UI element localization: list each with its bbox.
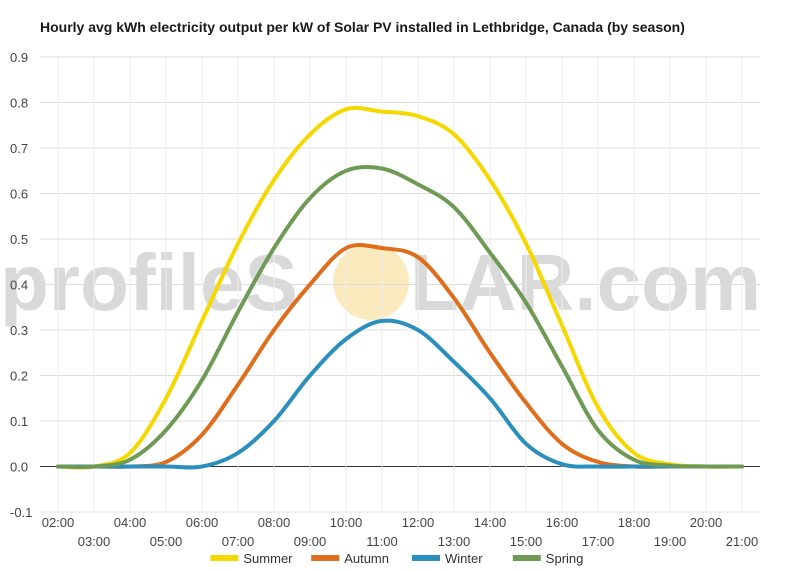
x-tick-label: 20:00 [690, 515, 723, 530]
x-tick-label: 06:00 [186, 515, 219, 530]
x-tick-label: 05:00 [150, 534, 183, 549]
legend-label: Summer [243, 551, 293, 566]
legend-swatch [412, 555, 440, 561]
legend-swatch [512, 555, 541, 561]
x-tick-label: 10:00 [330, 515, 363, 530]
y-tick-label: 0.9 [10, 50, 28, 65]
y-tick-label: 0.3 [10, 323, 28, 338]
series-line-summer [56, 105, 744, 470]
x-tick-label: 19:00 [654, 534, 687, 549]
x-tick-label: 11:00 [366, 534, 398, 549]
x-tick-label: 21:00 [726, 534, 759, 549]
x-tick-label: 18:00 [618, 515, 651, 530]
y-tick-label: -0.1 [10, 505, 32, 520]
legend[interactable]: Summer Autumn Winter Spring [210, 551, 583, 566]
y-tick-label: 0.1 [10, 414, 28, 429]
x-tick-label: 02:00 [42, 515, 75, 530]
x-tick-label: 17:00 [582, 534, 615, 549]
y-tick-label: 0.7 [10, 141, 28, 156]
series-line-winter [56, 318, 744, 470]
y-tick-label: 0.8 [10, 96, 28, 111]
legend-item-summer[interactable]: Summer [210, 551, 293, 566]
x-tick-label: 04:00 [114, 515, 147, 530]
watermark-sun [333, 244, 409, 320]
y-tick-label: 0.0 [10, 460, 28, 475]
y-tick-label: 0.6 [10, 187, 28, 202]
watermark-text-left: profileS [0, 238, 298, 327]
watermark-text-right: LAR.com [410, 238, 761, 327]
legend-swatch [311, 555, 340, 561]
legend-item-spring[interactable]: Spring [512, 551, 584, 566]
x-tick-label: 08:00 [258, 515, 291, 530]
legend-label: Spring [546, 551, 584, 566]
x-tick-label: 07:00 [222, 534, 255, 549]
x-tick-label: 14:00 [474, 515, 507, 530]
legend-label: Autumn [344, 551, 389, 566]
x-tick-label: 15:00 [510, 534, 543, 549]
y-tick-label: 0.4 [10, 278, 28, 293]
legend-label: Winter [445, 551, 483, 566]
watermark: profileS LAR.com [0, 238, 761, 327]
x-tick-label: 03:00 [78, 534, 111, 549]
x-tick-label: 09:00 [294, 534, 327, 549]
x-axis: 02:00 04:00 06:00 08:00 10:00 12:00 14:00 16:00… [42, 515, 759, 549]
chart-title: Hourly avg kWh electricity output per kW… [40, 19, 685, 35]
x-tick-label: 13:00 [438, 534, 471, 549]
series-lines [56, 105, 744, 470]
legend-item-autumn[interactable]: Autumn [311, 551, 389, 566]
grid [40, 56, 760, 513]
y-tick-label: 0.5 [10, 232, 28, 247]
legend-item-winter[interactable]: Winter [412, 551, 483, 566]
y-tick-label: 0.2 [10, 369, 28, 384]
y-axis: -0.1 0.0 0.1 0.2 0.3 0.4 0.5 0.6 0.7 0.8 0.9 [10, 50, 32, 520]
x-tick-label: 12:00 [402, 515, 435, 530]
x-tick-label: 16:00 [546, 515, 579, 530]
legend-swatch [210, 555, 239, 561]
series-line-spring [56, 164, 744, 469]
